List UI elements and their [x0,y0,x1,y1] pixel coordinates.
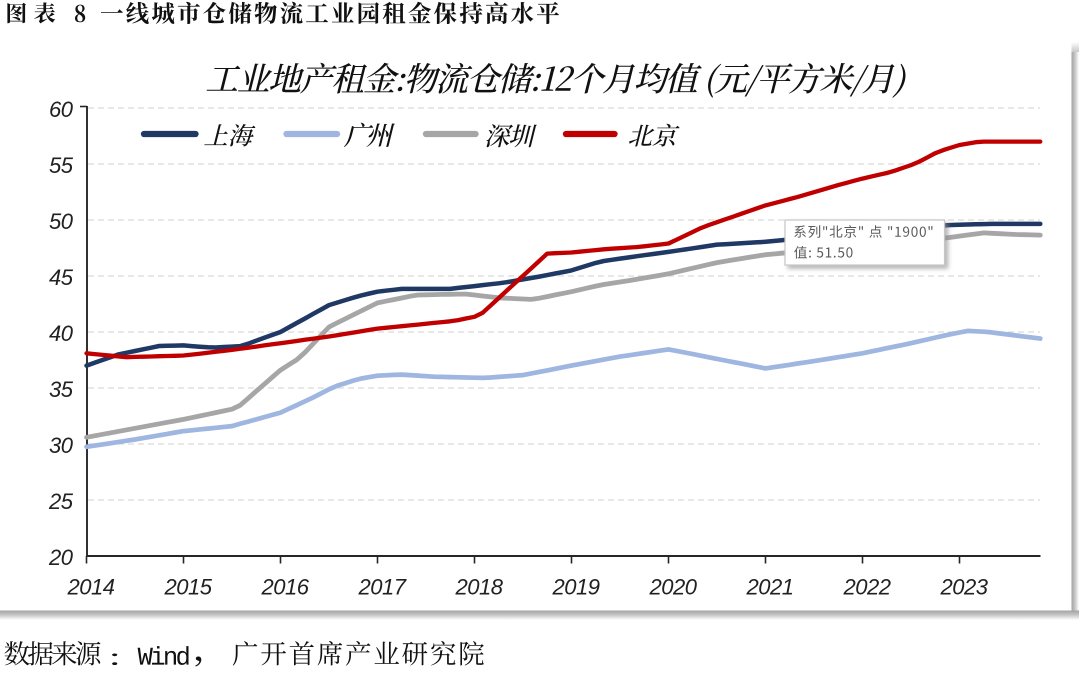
svg-text:2019: 2019 [552,575,600,600]
svg-text:2021: 2021 [746,575,794,600]
svg-text:45: 45 [49,265,74,290]
svg-text:2023: 2023 [940,575,989,600]
svg-text:2020: 2020 [649,575,698,600]
svg-text:2015: 2015 [164,575,213,600]
svg-text:20: 20 [48,545,74,570]
svg-text:2018: 2018 [455,575,504,600]
svg-text:55: 55 [49,153,74,178]
svg-text:40: 40 [49,321,74,346]
svg-text:2022: 2022 [843,575,891,600]
svg-text:30: 30 [49,433,74,458]
svg-text:60: 60 [49,97,74,122]
svg-text:50: 50 [49,209,74,234]
svg-text:2017: 2017 [358,575,407,600]
svg-text:25: 25 [48,489,74,514]
svg-text:35: 35 [49,377,74,402]
svg-text:2016: 2016 [261,575,310,600]
svg-text:2014: 2014 [67,575,115,600]
